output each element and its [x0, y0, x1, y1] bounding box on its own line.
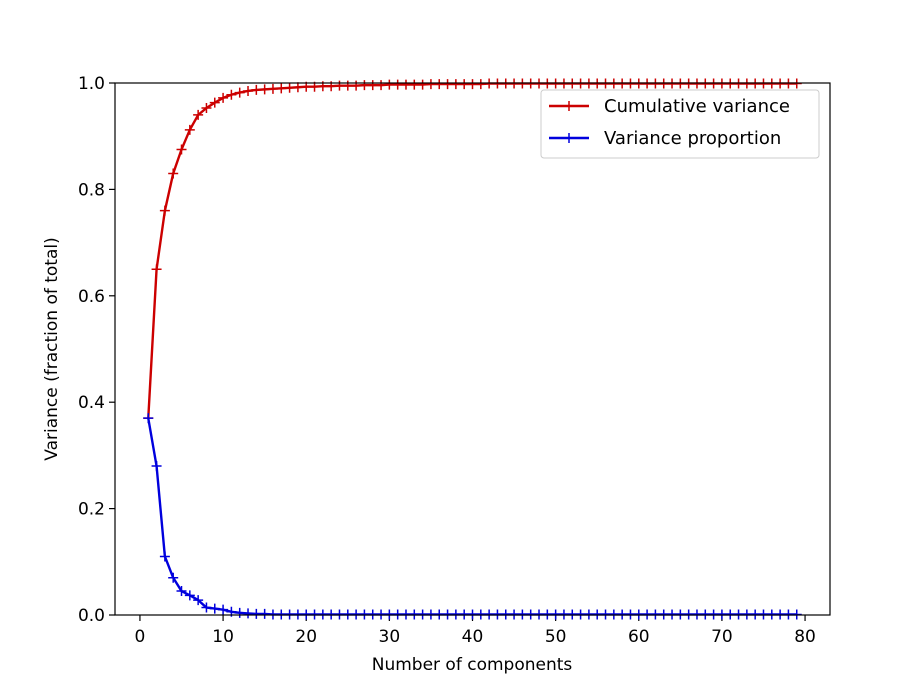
data-point: [151, 264, 162, 275]
y-tick-label: 0.8: [78, 180, 105, 200]
x-tick-label: 20: [295, 627, 317, 647]
data-point: [168, 572, 179, 583]
x-axis-label: Number of components: [372, 655, 573, 675]
data-point: [159, 551, 170, 562]
x-tick-label: 50: [545, 627, 567, 647]
data-point: [243, 85, 254, 96]
series-line-1: [147, 417, 797, 616]
data-point: [168, 168, 179, 179]
y-tick-label: 0.0: [78, 606, 105, 626]
x-tick-label: 30: [379, 627, 401, 647]
data-point: [226, 89, 237, 100]
data-point: [234, 87, 245, 98]
legend-label: Variance proportion: [604, 128, 781, 149]
data-point: [218, 604, 229, 615]
data-point: [218, 92, 229, 103]
legend-box: [540, 89, 820, 159]
data-point: [209, 97, 220, 108]
x-tick-label: 10: [212, 627, 234, 647]
data-point: [201, 602, 212, 613]
legend: Cumulative variance Variance proportion: [540, 89, 820, 159]
x-tick-label: 60: [628, 627, 650, 647]
x-axis-ticks: 0 10 20 30 40 50 60 70 80: [135, 615, 816, 647]
data-point: [193, 109, 204, 120]
data-point: [209, 603, 220, 614]
data-point: [176, 144, 187, 155]
x-tick-label: 40: [462, 627, 484, 647]
series-1: [143, 413, 802, 620]
y-tick-label: 0.6: [78, 287, 105, 307]
data-point: [143, 413, 154, 424]
legend-entry-0: Cumulative variance: [549, 96, 790, 117]
data-point: [184, 124, 195, 135]
y-tick-label: 0.2: [78, 500, 105, 520]
data-point: [201, 103, 212, 114]
data-point: [193, 595, 204, 606]
data-point: [176, 586, 187, 597]
y-tick-label: 0.4: [78, 393, 105, 413]
y-tick-label: 1.0: [78, 74, 105, 94]
y-axis-label: Variance (fraction of total): [42, 237, 62, 460]
data-point: [159, 205, 170, 216]
x-tick-label: 70: [711, 627, 733, 647]
x-tick-label: 80: [794, 627, 816, 647]
series-layer: [143, 78, 802, 620]
data-point: [184, 590, 195, 601]
y-axis-ticks: 0.0 0.2 0.4 0.6 0.8 1.0: [78, 74, 115, 626]
x-tick-label: 0: [135, 627, 146, 647]
legend-marker: [564, 101, 574, 111]
legend-marker: [564, 133, 574, 143]
legend-label: Cumulative variance: [604, 96, 790, 117]
data-point: [151, 461, 162, 472]
legend-entry-1: Variance proportion: [549, 128, 781, 149]
plot-frame: [114, 82, 831, 616]
